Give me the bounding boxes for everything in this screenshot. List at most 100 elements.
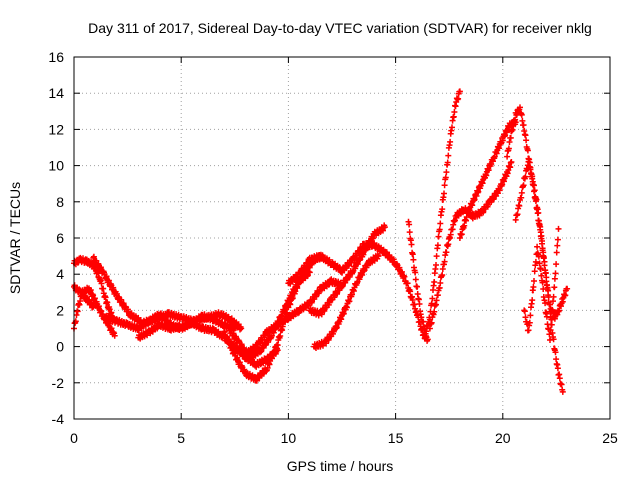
data-point [493,155,496,158]
data-point [287,282,290,285]
series-track-r [521,225,562,343]
data-point [463,207,466,211]
data-point [362,251,365,254]
data-point [104,300,108,303]
data-point [505,171,509,175]
data-point [107,323,110,327]
data-point [454,102,457,106]
data-point [518,200,522,203]
series-track-n [426,159,515,332]
data-point [92,263,95,267]
data-point [510,160,513,164]
data-point [137,336,140,339]
data-point [377,254,380,258]
series-track-h [225,251,326,362]
data-point [319,287,322,290]
data-point [557,309,560,312]
y-tick-label: 4 [56,266,64,282]
data-point [248,356,252,359]
data-point [518,106,522,109]
data-point [201,314,204,318]
data-point [407,220,410,223]
data-point [535,204,539,207]
data-point [514,113,517,117]
data-point [523,178,526,182]
data-point [308,309,312,312]
grid [74,57,610,419]
data-point [411,254,414,258]
data-point [510,131,513,135]
data-point [501,137,504,140]
data-point [505,155,509,158]
data-point [531,291,535,294]
series-track-k [306,222,388,319]
y-tick-label: 16 [48,49,64,65]
data-point [424,330,427,334]
data-point [85,298,89,301]
data-point [79,258,82,261]
data-point [544,273,547,276]
data-point [345,305,348,308]
data-point [484,173,487,176]
data-point [212,329,215,332]
y-tick-label: 6 [56,230,64,246]
x-tick-label: 5 [177,430,185,446]
data-point [255,345,258,348]
y-tick-label: 0 [56,339,64,355]
series-track-o [456,118,519,241]
data-point [291,291,294,294]
data-point [92,256,95,260]
data-point [85,260,89,263]
data-point [201,327,204,330]
data-point [265,358,269,361]
x-tick-label: 10 [281,430,297,446]
data-point [287,316,290,319]
data-point [169,327,172,330]
data-point [437,291,440,294]
data-point [544,309,547,312]
data-point [147,320,151,323]
data-point [405,280,408,283]
data-point [488,200,492,203]
data-point [334,327,337,330]
series-track-m [405,88,463,337]
data-point [523,128,526,131]
point-markers [456,118,519,241]
data-point [276,341,279,345]
data-point [527,330,530,334]
series-track-c [71,282,97,311]
data-point [92,305,95,308]
data-point [420,316,423,319]
data-point [255,377,258,381]
data-point [540,273,543,276]
data-point [330,280,333,283]
data-point [158,323,161,327]
data-point [540,236,543,240]
data-point [237,341,241,345]
data-point [180,325,183,328]
y-tick-label: 10 [48,158,64,174]
data-point [244,352,247,356]
data-point [167,312,170,316]
data-point [480,211,483,214]
data-point [383,251,387,254]
data-point [340,269,344,272]
data-point [426,338,429,341]
data-point [255,363,258,366]
data-point [458,90,462,93]
x-tick-label: 20 [495,430,511,446]
y-tick-label: -2 [52,375,65,391]
y-tick-label: 2 [56,302,64,318]
series-track-q [512,158,571,322]
data-point [147,330,151,334]
y-tick-label: 8 [56,194,64,210]
data-point [308,258,312,261]
data-point [180,316,183,319]
data-point [102,273,106,276]
data-point [415,287,419,290]
data-point [77,305,80,308]
data-point [458,236,462,240]
data-point [270,334,273,337]
data-point [553,316,556,319]
